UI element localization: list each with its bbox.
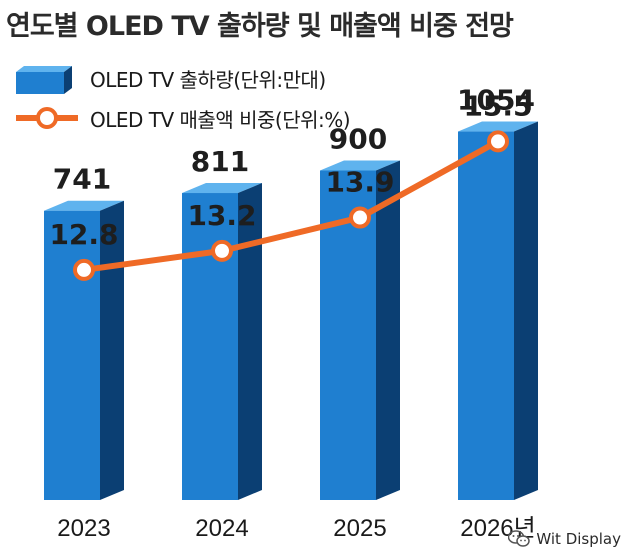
line-value-label: 13.9 (325, 166, 394, 199)
bar-top-face (182, 183, 262, 194)
bar-side-face (238, 183, 262, 501)
legend-line-swatch (16, 107, 78, 129)
line-point-2025 (349, 206, 371, 229)
legend-bar-swatch (16, 66, 72, 94)
revenue-share-line (83, 138, 500, 273)
bar-2026년 (458, 121, 538, 500)
x-tick-label: 2024 (195, 515, 248, 542)
wechat-icon (508, 530, 531, 547)
bar-top-face (44, 200, 124, 211)
chart-title: 연도별 OLED TV 출하량 및 매출액 비중 전망 (6, 11, 514, 42)
line-value-label: 13.2 (187, 199, 256, 232)
bar-side-face (376, 160, 400, 500)
bar-2025 (320, 160, 400, 500)
x-tick-label: 2023 (57, 515, 110, 542)
watermark-text: Wit Display (536, 530, 621, 548)
bars-layer: 741 811 900 1054 (44, 84, 538, 501)
line-value-label: 15.5 (463, 89, 532, 122)
x-tick-label: 2025 (333, 515, 386, 542)
bar-2023 (44, 200, 124, 500)
bar-top-face (320, 160, 400, 171)
bar-front-face (458, 131, 514, 500)
bar-front-face (44, 210, 100, 500)
watermark: Wit Display (508, 530, 621, 548)
line-value-label: 12.8 (49, 218, 118, 251)
legend-label-revenue-share: OLED TV 매출액 비중(단위:%) (90, 107, 351, 132)
x-axis-labels: 2023 2024 2025 2026년 (57, 515, 535, 542)
legend-item-revenue-share: OLED TV 매출액 비중(단위:%) (14, 102, 351, 134)
bar-value-label: 900 (329, 123, 387, 156)
bar-top-face (458, 121, 538, 132)
bar-value-label: 1054 (457, 84, 535, 117)
bar-side-face (100, 200, 124, 500)
bar-side-face (514, 121, 538, 500)
bar-front-face (182, 193, 238, 501)
line-point-2023 (73, 258, 95, 281)
line-point-2026년 (487, 130, 509, 153)
bar-value-label: 741 (53, 163, 111, 196)
line-layer: 12.8 13.2 13.9 15.5 (49, 89, 533, 281)
legend-item-shipments: OLED TV 출하량(단위:만대) (14, 62, 326, 94)
bar-2024 (182, 183, 262, 501)
legend-label-shipments: OLED TV 출하량(단위:만대) (90, 67, 326, 92)
line-point-2024 (211, 239, 233, 262)
bar-value-label: 811 (191, 145, 249, 178)
